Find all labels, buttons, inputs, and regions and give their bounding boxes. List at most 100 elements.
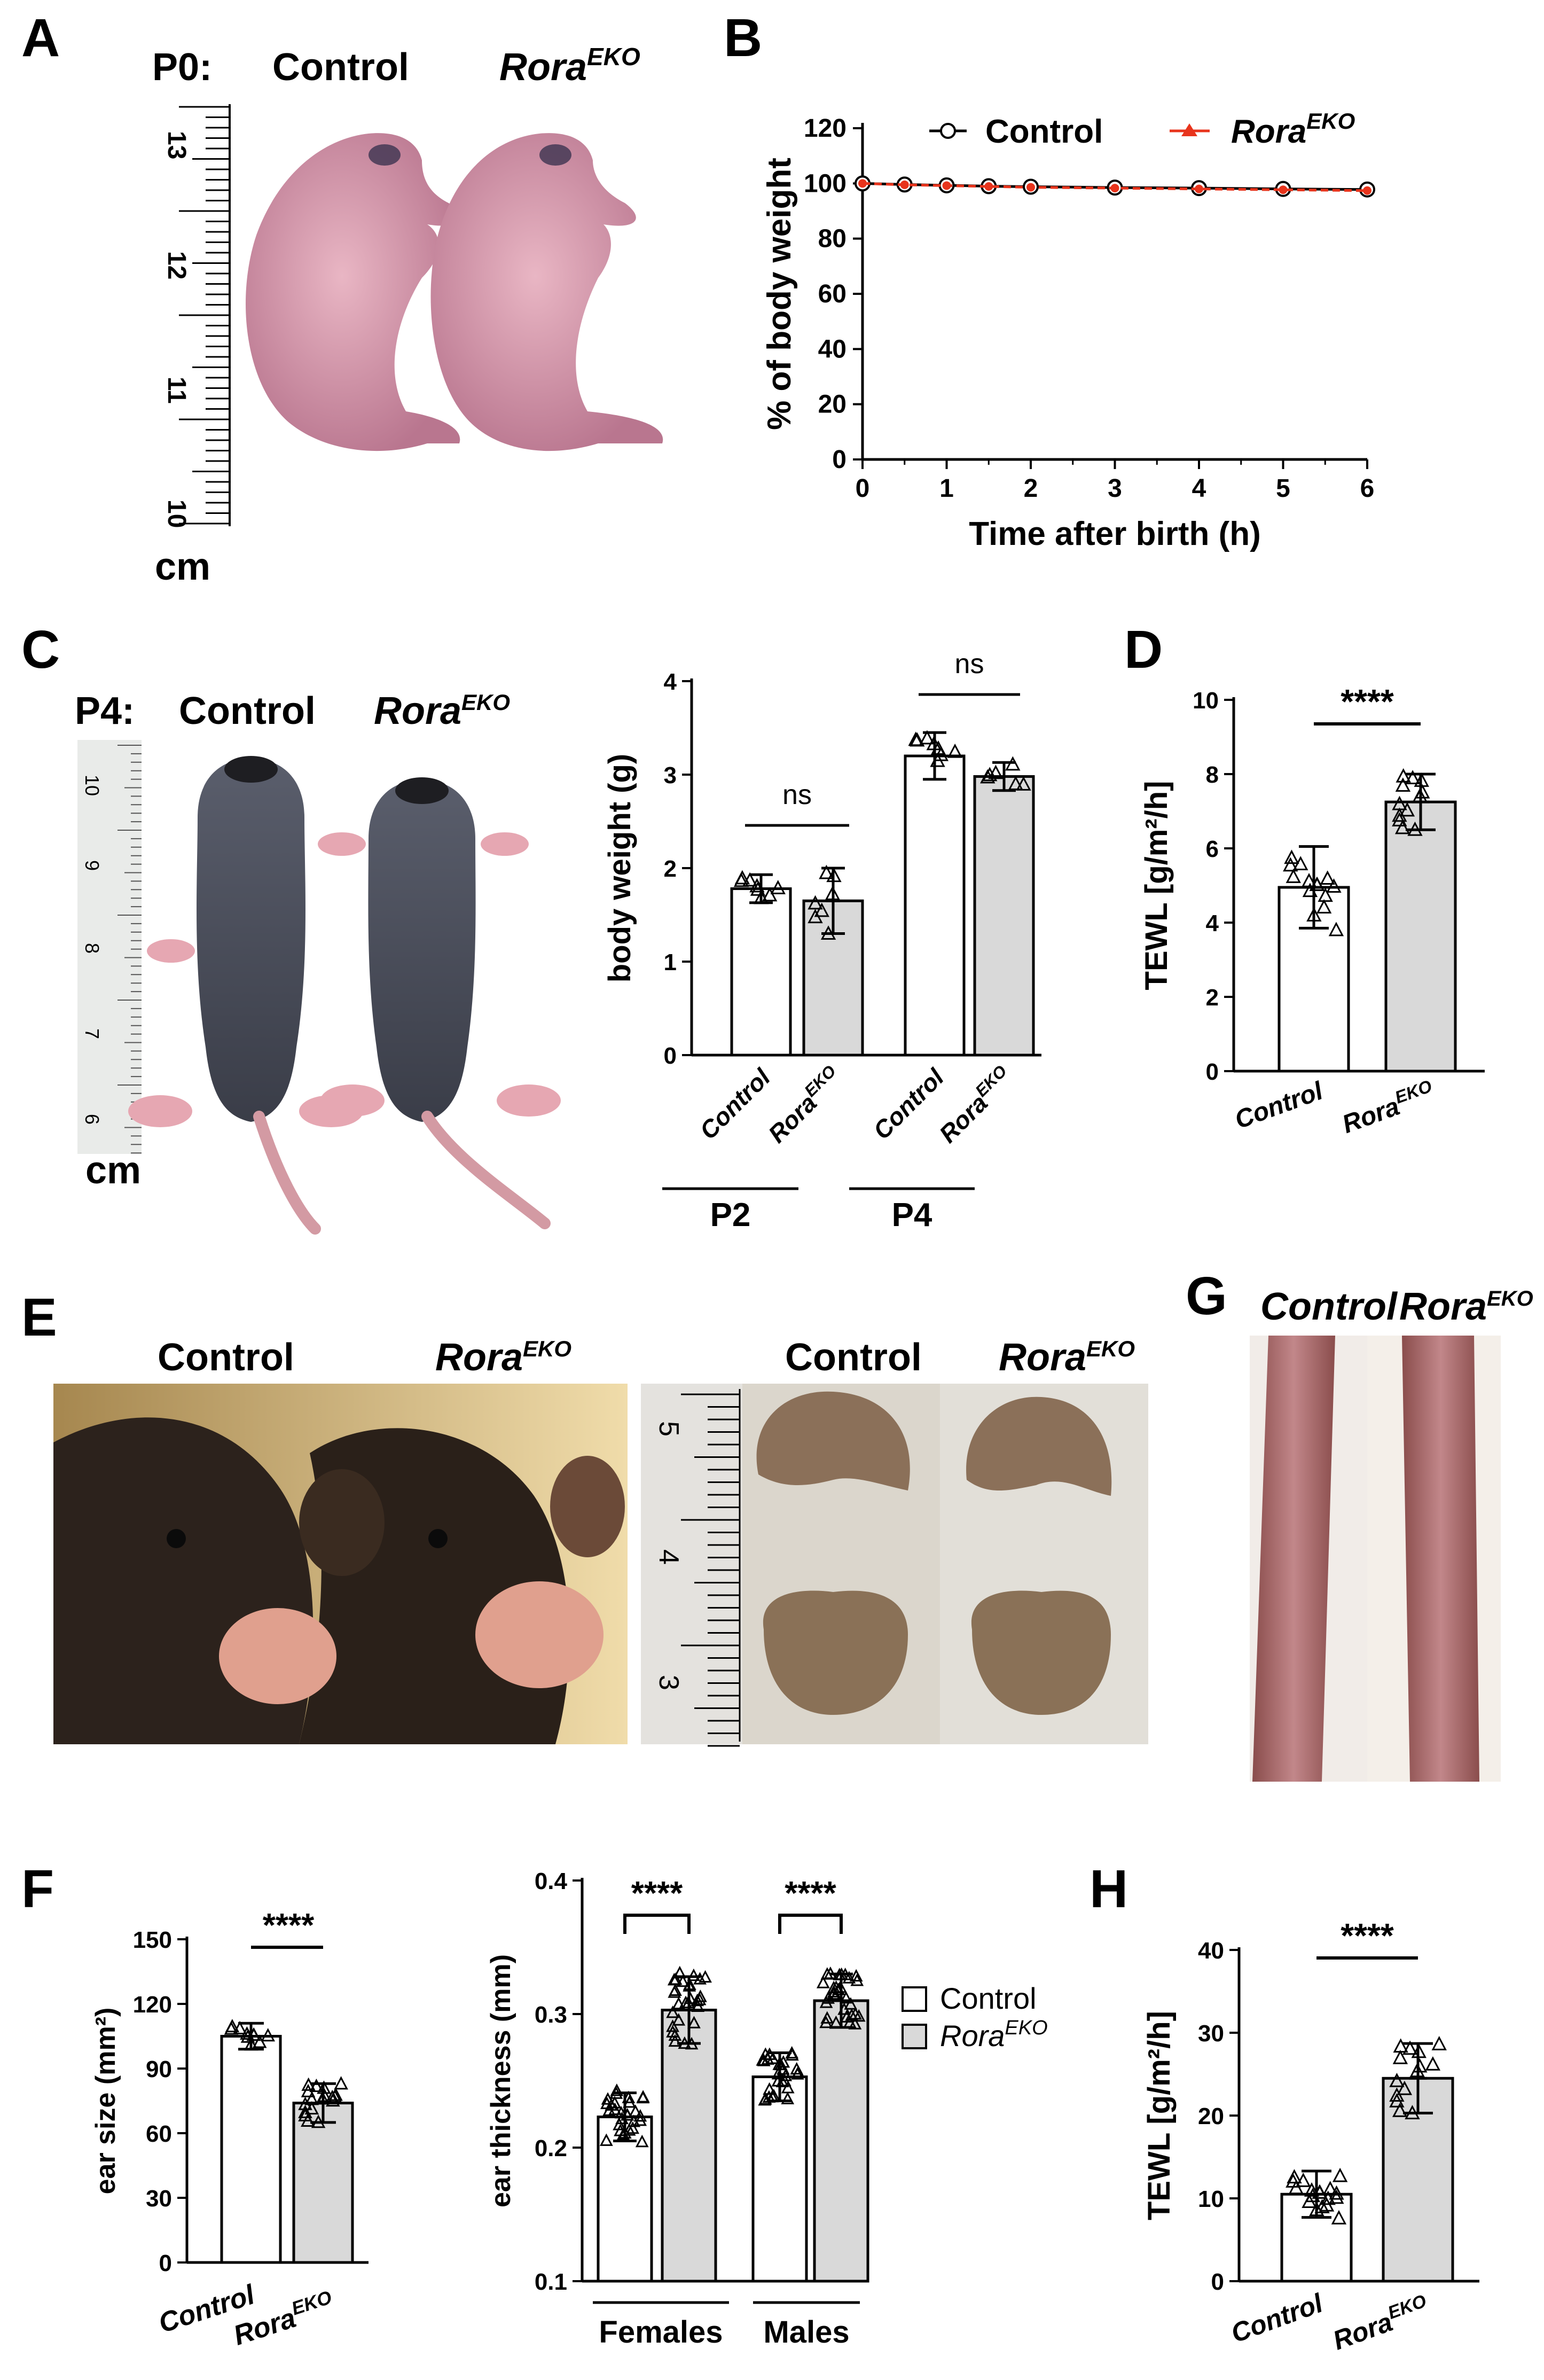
- y-tick-label: 8: [1206, 762, 1219, 788]
- data-point: [691, 1993, 704, 2007]
- legend-label-control: Control: [940, 1981, 1037, 2015]
- data-point: [599, 2133, 613, 2146]
- panel-label-e: E: [21, 1287, 57, 1347]
- data-point: [1431, 2036, 1447, 2050]
- y-tick-label: 60: [818, 280, 847, 308]
- panel-label-d: D: [1124, 620, 1163, 680]
- y-tick-label: 40: [1198, 1938, 1224, 1964]
- data-point-mutant: [942, 181, 951, 190]
- x-tick-label: 4: [1192, 474, 1206, 503]
- chart-ear-thickness: 0.1 0.2 0.3 0.4 ear thickness (mm) Females Mal…: [485, 1868, 869, 2350]
- y-tick-label: 1: [664, 949, 677, 976]
- data-point: [613, 2118, 626, 2131]
- data-point: [667, 1972, 681, 1986]
- significance-label: ns: [782, 779, 812, 810]
- data-point: [770, 880, 786, 894]
- panel-e: E Control RoraEKO Control RoraEKO 5 4 3: [21, 1287, 1148, 1747]
- bar-control: [730, 887, 792, 1057]
- y-axis-title: ear thickness (mm): [485, 1954, 516, 2207]
- data-point: [629, 2104, 642, 2117]
- mutant-label-right: RoraEKO: [999, 1336, 1135, 1379]
- data-point: [821, 1991, 835, 2004]
- bar-control: [220, 2035, 282, 2264]
- data-point: [1389, 2072, 1405, 2087]
- data-point: [852, 2009, 866, 2022]
- data-point: [1283, 857, 1298, 872]
- control-label: Control: [179, 690, 316, 732]
- data-point: [1016, 776, 1031, 791]
- data-point: [1287, 2169, 1302, 2183]
- legend-swatch-control: [902, 1986, 927, 2012]
- data-point: [252, 2034, 267, 2048]
- y-tick-label: 100: [804, 169, 847, 198]
- data-point: [982, 767, 998, 782]
- ruler-number-13: 13: [162, 131, 191, 159]
- x-category-label: Control: [1231, 1076, 1327, 1135]
- mutant-label-left: RoraEKO: [435, 1336, 571, 1379]
- data-point: [636, 2090, 650, 2103]
- data-point-mutant: [1195, 184, 1203, 193]
- panel-d: D 0 2 4 6 8 10 TEWL [g/m²/h] Control RoraEKO ****: [1124, 620, 1485, 1139]
- data-point: [225, 2019, 240, 2033]
- chart-tewl-adult: 0 10 20 30 40 TEWL [g/m²/h] Control RoraEKO ****: [1142, 1916, 1479, 2356]
- data-point: [304, 2101, 319, 2115]
- y-axis-title: ear size (mm²): [90, 2008, 121, 2195]
- data-point: [1328, 922, 1344, 937]
- data-point: [1405, 770, 1421, 785]
- data-point: [1394, 820, 1410, 834]
- data-point-mutant: [858, 179, 867, 188]
- data-point: [298, 2104, 312, 2118]
- x-tick-label: 3: [1108, 474, 1122, 503]
- significance-label: ns: [955, 649, 984, 680]
- data-point: [1005, 756, 1021, 771]
- data-point: [1286, 869, 1301, 883]
- data-point: [839, 1991, 853, 2004]
- data-point: [779, 2069, 793, 2081]
- data-point: [1316, 899, 1332, 914]
- y-tick-label: 0.2: [535, 2135, 567, 2161]
- data-point: [1293, 856, 1308, 871]
- y-tick-label: 120: [804, 114, 847, 143]
- data-point: [819, 864, 834, 879]
- ruler-number-9: 9: [81, 860, 103, 871]
- panel-label-c: C: [21, 620, 60, 680]
- y-axis-title: body weight (g): [602, 754, 637, 983]
- data-point-mutant: [1279, 185, 1288, 194]
- data-point: [325, 2089, 340, 2103]
- y-tick-label: 3: [664, 762, 677, 789]
- data-point: [666, 2005, 679, 2018]
- ruler-ticks: [179, 106, 230, 525]
- significance-label: ****: [631, 1875, 683, 1912]
- data-point: [601, 2092, 615, 2105]
- y-tick-label: 0.3: [535, 2002, 567, 2028]
- y-tick-label: 2: [664, 856, 677, 882]
- data-point: [687, 1968, 701, 1981]
- data-point: [844, 1997, 858, 2010]
- panel-c: C P4: Control RoraEKO 10 9 8 7 6 cm: [21, 620, 1041, 1235]
- group-label: P2: [710, 1197, 751, 1234]
- panel-f: F 0 30 60 90 120 150 ear size (mm²) ControlRora…: [21, 1859, 1048, 2352]
- mutant-label: RoraEKO: [1399, 1285, 1533, 1328]
- data-point: [304, 2092, 319, 2105]
- data-point: [668, 2028, 682, 2041]
- bar-mutant: [813, 1999, 869, 2283]
- legend-marker-mutant: [1181, 123, 1197, 136]
- data-point: [734, 870, 750, 885]
- bar-mutant: [661, 2009, 717, 2283]
- bar-control: [904, 754, 966, 1057]
- y-tick-label: 30: [146, 2186, 172, 2212]
- ruler-number-10: 10: [162, 500, 191, 528]
- data-point: [1302, 2194, 1317, 2209]
- x-category-label: Control: [1227, 2288, 1327, 2348]
- data-point: [693, 1992, 707, 2006]
- ruler-number-12: 12: [162, 251, 191, 279]
- ruler-unit: cm: [85, 1149, 141, 1192]
- y-tick-label: 4: [1206, 910, 1219, 937]
- bar-mutant: [973, 775, 1035, 1057]
- data-point: [301, 2084, 316, 2097]
- pup-photo-mutant: [430, 133, 663, 451]
- ruler: 10 9 8 7 6 cm: [77, 740, 142, 1192]
- pup-photo-control: [246, 133, 460, 451]
